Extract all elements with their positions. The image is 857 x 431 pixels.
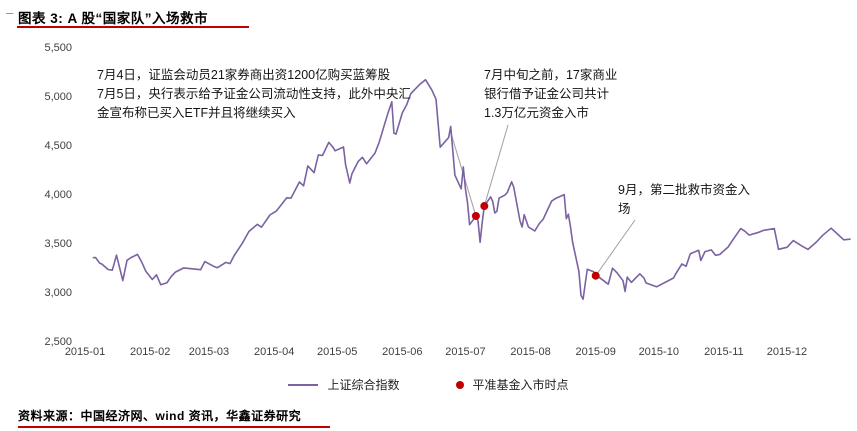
x-axis-label: 2015-12 <box>767 346 807 358</box>
annotation-leader-line <box>483 124 509 207</box>
y-axis-label: 4,500 <box>44 140 72 152</box>
annotation-july-4-5: 7月4日，证监会动员21家券商出资1200亿购买蓝筹股 7月5日，央行表示给予证… <box>97 66 411 123</box>
legend-item-index: 上证综合指数 <box>288 376 400 393</box>
index-line <box>92 78 851 301</box>
x-axis-label: 2015-09 <box>576 346 616 358</box>
x-axis-label: 2015-11 <box>704 346 744 358</box>
y-axis-label: 5,000 <box>44 91 72 103</box>
dot-swatch-icon <box>455 380 464 389</box>
bottom-rule <box>18 426 330 428</box>
x-axis-label: 2015-03 <box>189 346 229 358</box>
margin-mark: _ <box>6 0 14 15</box>
legend-item-fund-entry: 平准基金入市时点 <box>455 376 569 393</box>
annotation-september: 9月，第二批救市资金入 场 <box>618 181 750 219</box>
legend-label-index: 上证综合指数 <box>327 378 400 392</box>
title-underline <box>17 26 249 28</box>
y-axis-label: 2,500 <box>44 336 72 348</box>
x-axis-label: 2015-10 <box>639 346 679 358</box>
annotation-mid-july: 7月中旬之前，17家商业 银行借予证金公司共计 1.3万亿元资金入市 <box>484 66 617 123</box>
figure-title: 图表 3: A 股“国家队”入场救市 <box>18 11 209 26</box>
fund-entry-marker <box>591 271 600 280</box>
y-axis-label: 5,500 <box>44 42 72 54</box>
fund-entry-marker <box>471 211 480 220</box>
x-axis-label: 2015-02 <box>130 346 170 358</box>
x-axis-label: 2015-01 <box>65 346 105 358</box>
x-axis-label: 2015-04 <box>254 346 294 358</box>
chart-legend: 上证综合指数 平准基金入市时点 <box>0 376 857 393</box>
annotation-line: 场 <box>618 202 631 216</box>
y-axis-label: 3,500 <box>44 238 72 250</box>
legend-label-fund-entry: 平准基金入市时点 <box>472 378 569 392</box>
x-axis-label: 2015-05 <box>317 346 357 358</box>
y-axis-label: 4,000 <box>44 189 72 201</box>
line-chart: 5,5005,0004,5004,0003,5003,0002,5002015-… <box>44 42 851 358</box>
annotation-line: 7月5日，央行表示给予证金公司流动性支持，此外中央汇 <box>97 87 411 101</box>
annotation-line: 7月4日，证监会动员21家券商出资1200亿购买蓝筹股 <box>97 68 391 82</box>
annotation-leader-line <box>595 219 636 277</box>
x-axis-label: 2015-06 <box>382 346 422 358</box>
fund-entry-marker <box>480 202 489 211</box>
y-axis-label: 3,000 <box>44 287 72 299</box>
annotation-line: 9月，第二批救市资金入 <box>618 183 750 197</box>
line-swatch-icon <box>288 383 319 386</box>
x-axis-label: 2015-08 <box>510 346 550 358</box>
annotation-line: 金宣布称已买入ETF并且将继续买入 <box>97 106 296 120</box>
annotation-line: 7月中旬之前，17家商业 <box>484 68 618 82</box>
annotation-line: 银行借予证金公司共计 <box>484 87 610 101</box>
data-source-note: 资料来源：中国经济网、wind 资讯，华鑫证券研究 <box>18 409 302 423</box>
annotation-line: 1.3万亿元资金入市 <box>484 106 589 120</box>
x-axis-label: 2015-07 <box>445 346 485 358</box>
